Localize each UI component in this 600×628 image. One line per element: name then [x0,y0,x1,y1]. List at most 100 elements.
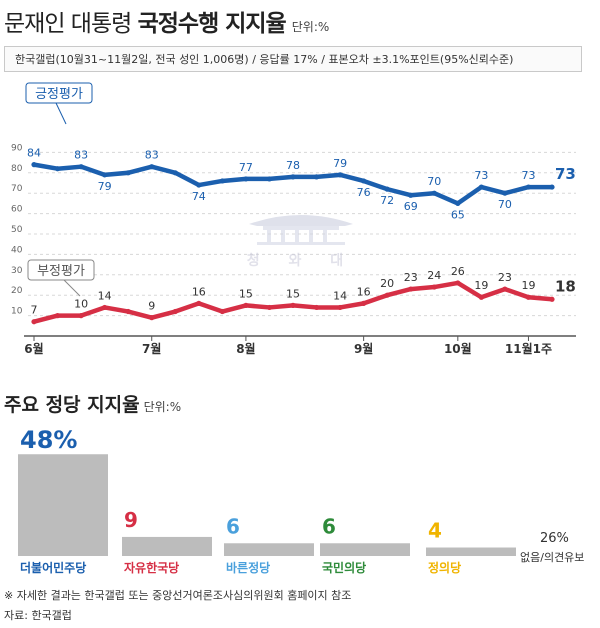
data-label: 69 [404,200,418,213]
data-point [219,178,225,184]
series-callout-pointer [63,279,81,297]
party-bar [18,454,108,556]
data-label: 78 [286,159,300,172]
data-point [196,182,202,188]
data-label: 7 [31,304,38,317]
party-name-label: 자유한국당 [124,560,179,575]
data-point [102,304,108,311]
data-point [502,286,508,292]
data-label: 23 [498,271,512,284]
blue-house-watermark: 청 와 대 [236,204,366,270]
party-bar-chart: 48% 더불어민주당 9 자유한국당 6 바른정당 6 국민의당 4 정의당 26% 없음/의견유보 [18,426,584,575]
y-tick-label: 80 [11,164,23,174]
data-point [408,192,414,198]
data-point [31,319,37,325]
data-point [102,172,108,178]
data-point [31,162,37,168]
data-point [337,172,343,178]
party-bar [122,536,212,556]
data-point [243,302,249,308]
party-section-unit: 단위:% [143,400,182,414]
data-point [313,174,320,180]
data-label: 72 [380,194,394,207]
title-main-text: 국정수행 지지율 [137,11,287,37]
series-callout-box [25,82,93,104]
data-label: 73 [521,169,535,182]
blue-house-icon [249,215,353,245]
data-label: 9 [148,300,155,313]
data-point [455,280,461,286]
data-label: 84 [27,147,41,160]
data-label: 18 [555,277,576,295]
data-point [455,200,461,206]
data-point [361,178,367,184]
series-name-label: 긍정평가 [35,87,83,102]
data-label: 15 [286,287,300,300]
x-tick-label: 8월 [236,341,255,356]
party-bar [224,543,314,556]
data-label: 79 [98,180,112,193]
data-point [337,304,343,311]
data-label: 16 [192,285,206,298]
party-value-label: 6 [226,514,240,538]
data-point [384,292,390,298]
data-point [502,190,508,196]
data-label: 74 [192,190,206,203]
y-tick-label: 40 [11,245,23,255]
x-tick-label: 9월 [354,341,373,356]
data-point [78,313,84,319]
watermark-text: 청 와 대 [246,253,356,269]
data-point [196,300,202,306]
data-label: 79 [333,157,347,170]
x-tick-label: 6월 [24,341,43,356]
data-point [525,184,532,190]
y-tick-label: 70 [11,184,23,194]
party-name-label: 더불어민주당 [20,560,86,575]
x-tick-label: 7월 [142,341,161,356]
data-point [54,313,61,319]
data-label: 65 [451,208,465,221]
data-point [361,300,367,306]
data-point [313,304,320,311]
series-name-label: 부정평가 [37,264,85,279]
series-callout-box [27,259,95,281]
series-callout-pointer [55,102,67,125]
data-label: 23 [404,271,418,284]
data-point [149,164,155,170]
footnote: ※ 자세한 결과는 한국갤럽 또는 중앙선거여론조사심의위원회 홈페이지 참조 [4,589,352,602]
survey-source-box: 한국갤럽(10월31~11월2일, 전국 성인 1,006명) / 응답률 17… [4,46,582,72]
data-point [125,308,131,315]
x-tick-label: 11월1주 [505,341,552,356]
data-label: 24 [427,269,441,282]
party-name-label: 국민의당 [322,560,366,575]
data-point [172,170,178,176]
party-bar [320,543,410,556]
data-label: 10 [74,298,88,311]
data-point [266,304,273,311]
party-section-title: 주요 정당 지지율 단위:% [4,390,181,417]
data-point [408,286,414,292]
page-title: 문재인 대통령 국정수행 지지율 단위:% [4,4,329,38]
data-point [431,284,437,290]
data-label: 20 [380,277,394,290]
y-tick-label: 20 [11,286,23,296]
data-label: 19 [474,279,488,292]
party-name-label: 없음/의견유보 [520,551,584,564]
data-point [219,308,225,315]
party-bar [426,547,516,556]
data-label: 14 [98,289,112,302]
party-value-label: 6 [322,514,336,538]
y-tick-label: 50 [11,225,23,235]
title-unit: 단위:% [291,20,330,34]
party-name-label: 바른정당 [226,560,270,575]
data-label: 77 [239,161,253,174]
data-point [78,164,84,170]
data-point [290,174,296,180]
data-label: 73 [474,169,488,182]
party-section-title-text: 주요 정당 지지율 [4,394,140,416]
data-label: 16 [357,285,371,298]
data-point [149,315,155,321]
data-point [172,308,178,315]
data-point [266,176,273,182]
